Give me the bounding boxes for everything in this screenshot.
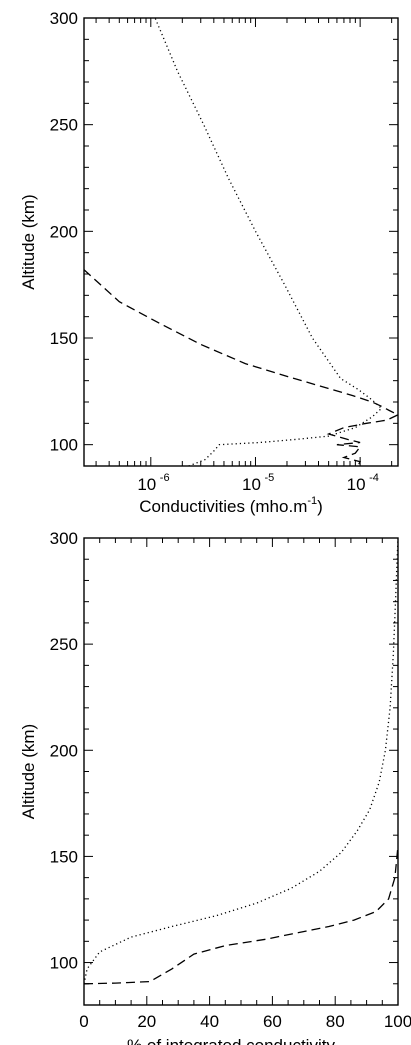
x-tick-label: 100 — [384, 1012, 411, 1031]
x-tick-label: 10 — [347, 475, 366, 494]
y-tick-label: 300 — [50, 9, 78, 28]
y-tick-label: 150 — [50, 847, 78, 866]
y-axis-label: Altitude (km) — [19, 724, 38, 819]
x-tick-label-exponent: -5 — [264, 472, 274, 484]
x-tick-label-exponent: -4 — [369, 472, 379, 484]
plot-frame — [83, 537, 399, 1006]
x-tick-label: 40 — [200, 1012, 219, 1031]
x-tick-label: 10 — [242, 475, 261, 494]
x-axis-label-end: ) — [317, 497, 323, 516]
x-tick-label: 80 — [326, 1012, 345, 1031]
plot-frame — [83, 17, 399, 467]
y-tick-label: 100 — [50, 954, 78, 973]
series-line-dashed — [84, 845, 398, 985]
x-axis-label: % of integrated conductivity — [127, 1036, 335, 1045]
x-axis-label: Conductivities (mho.m-1) — [139, 495, 323, 516]
series-line-dashed — [84, 269, 398, 466]
x-tick-label-exponent: -6 — [160, 472, 170, 484]
chart-2: 100 150 200 250 300 0 20 40 60 80 100 Altitude (km)… — [19, 529, 411, 1045]
y-tick-label: 100 — [50, 436, 78, 455]
y-tick-label: 250 — [50, 116, 78, 135]
x-axis-label-exponent: -1 — [307, 495, 317, 507]
y-tick-label: 250 — [50, 635, 78, 654]
x-tick-label: 0 — [79, 1012, 88, 1031]
x-tick-label: 10 — [137, 475, 156, 494]
x-tick-label: 20 — [137, 1012, 156, 1031]
x-tick-label: 60 — [263, 1012, 282, 1031]
y-axis-label: Altitude (km) — [19, 194, 38, 289]
y-tick-label: 200 — [50, 222, 78, 241]
y-tick-label: 300 — [50, 529, 78, 548]
series-line-dotted — [154, 18, 383, 466]
series-line-dotted — [84, 538, 398, 984]
y-tick-label: 150 — [50, 329, 78, 348]
y-tick-label: 200 — [50, 741, 78, 760]
